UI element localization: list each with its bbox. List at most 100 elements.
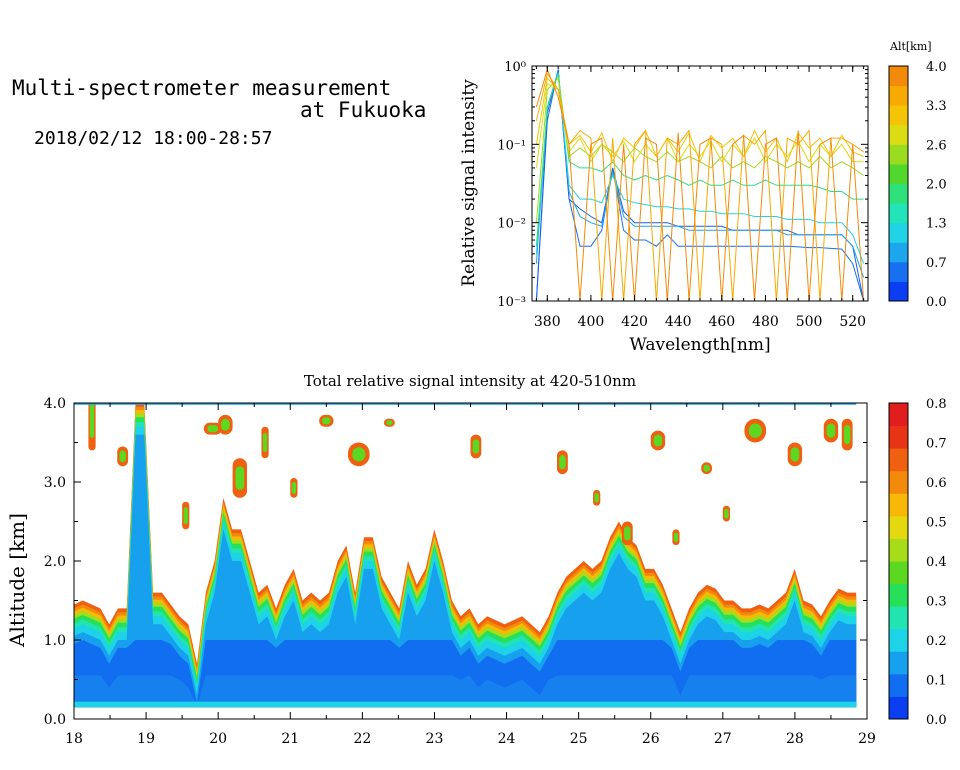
altitude-colorbar-swatch <box>889 124 908 145</box>
intensity-colorbar-label: 0.0 <box>926 713 947 728</box>
intensity-colorbar-label: 0.1 <box>926 674 947 689</box>
altitude-colorbar-swatch <box>889 66 908 87</box>
heatmap-x-tick-label: 22 <box>353 731 371 747</box>
spectrum-series-line-6 <box>535 82 864 168</box>
heatmap-cloud-patch-core-21 <box>673 532 679 543</box>
intensity-colorbar-label: 0.5 <box>926 516 947 531</box>
spectrum-series-line-9 <box>535 68 865 301</box>
heatmap-cloud-patch-core-3 <box>207 425 219 433</box>
measurement-datetime: 2018/02/12 18:00-28:57 <box>34 128 273 149</box>
heatmap-y-tick-label: 0.0 <box>44 712 66 728</box>
heatmap-cloud-patch-core-11 <box>472 439 480 454</box>
heatmap-axes: 18 19 20 21 22 23 24 25 26 27 28 29 0.0 1.0 2.0 3.0 4.0 <box>44 396 876 747</box>
heatmap-cloud-patch-core-0 <box>89 403 95 438</box>
heatmap-cloud-patch-core-22 <box>724 508 729 519</box>
heatmap-cloud-patch-core-6 <box>262 433 268 452</box>
heatmap-y-axis-label: Altitude [km] <box>5 513 29 648</box>
heatmap-cloud-patch-core-10 <box>386 420 393 426</box>
altitude-colorbar-label: 1.3 <box>926 217 947 232</box>
altitude-colorbar-label: 0.0 <box>926 295 947 310</box>
spectrum-series-line-8 <box>535 72 864 301</box>
altitude-colorbar-swatch <box>889 144 908 165</box>
heatmap-y-tick-label: 1.0 <box>44 633 66 649</box>
altitude-colorbar-label: 2.0 <box>926 178 947 193</box>
intensity-colorbar-swatch <box>889 425 908 449</box>
spectrum-series-line-7 <box>535 77 864 164</box>
spectrum-x-tick-label: 400 <box>578 314 605 330</box>
heatmap-y-tick-label: 2.0 <box>44 554 66 570</box>
heatmap-panel: Total relative signal intensity at 420-5… <box>5 372 947 747</box>
altitude-colorbar-label: 0.7 <box>926 256 947 271</box>
intensity-colorbar-swatch <box>889 515 908 539</box>
intensity-colorbar-swatch <box>889 493 908 517</box>
intensity-colorbar-label: 0.7 <box>926 437 947 452</box>
altitude-colorbar-swatch <box>889 222 908 243</box>
intensity-colorbar-swatch <box>889 583 908 607</box>
spectrum-x-axis-label: Wavelength[nm] <box>629 335 770 355</box>
intensity-colorbar-swatch <box>889 651 908 675</box>
altitude-colorbar-swatch <box>889 242 908 263</box>
spectrum-x-tick-label: 520 <box>839 314 866 330</box>
spectrum-lines <box>535 68 865 301</box>
spectrum-panel: 380 400 420 440 460 480 500 52010⁻³10⁻²10⁻¹10⁰ … <box>459 40 947 355</box>
intensity-colorbar-label: 0.6 <box>926 476 947 491</box>
altitude-colorbar-swatch <box>889 105 908 126</box>
heatmap-cloud-patch-core-16 <box>703 464 710 472</box>
heatmap-cloud-patch-core-2 <box>183 507 188 524</box>
heatmap-cloud-patch-core-9 <box>352 447 366 462</box>
intensity-colorbar-swatch <box>889 606 908 630</box>
heatmap-cloud-patch-core-1 <box>119 450 126 463</box>
intensity-colorbar-label: 0.8 <box>926 397 947 412</box>
heatmap-core-band <box>74 675 857 708</box>
heatmap-cloud-patch-core-8 <box>321 417 331 425</box>
spectrum-x-tick-label: 460 <box>708 314 735 330</box>
intensity-colorbar-frame <box>888 402 909 720</box>
spectrum-series-line-0 <box>535 69 865 301</box>
altitude-colorbar-title: Alt[km] <box>889 40 932 53</box>
altitude-colorbar-label: 3.3 <box>926 99 947 114</box>
heatmap-x-tick-label: 24 <box>498 731 516 747</box>
intensity-colorbar-swatch <box>889 628 908 652</box>
spectrum-x-tick-label: 500 <box>796 314 823 330</box>
heatmap-x-tick-label: 26 <box>642 731 660 747</box>
altitude-colorbar-swatch <box>889 203 908 224</box>
spectrum-y-tick-label: 10⁻¹ <box>497 138 526 153</box>
heatmap-title: Total relative signal intensity at 420-5… <box>304 372 636 390</box>
title-line-2: at Fukuoka <box>300 98 427 122</box>
spectrum-x-tick-label: 480 <box>752 314 779 330</box>
intensity-colorbar: 0.0 0.1 0.2 0.3 0.4 0.5 0.6 0.7 0.8 <box>888 397 947 728</box>
heatmap-cloud-patch-core-5 <box>235 466 245 490</box>
heatmap-x-tick-label: 25 <box>570 731 588 747</box>
heatmap-x-tick-label: 28 <box>786 731 804 747</box>
heatmap-cloud-patch-core-17 <box>748 423 762 438</box>
spectrum-x-tick-label: 440 <box>665 314 692 330</box>
altitude-colorbar-label: 2.6 <box>926 138 947 153</box>
heatmap-cloud-patch-core-7 <box>291 482 297 494</box>
altitude-colorbar: 0.0 0.7 1.3 2.0 2.6 3.3 4.0 <box>888 60 947 310</box>
heatmap-cloud-patch-core-19 <box>826 423 836 438</box>
intensity-colorbar-label: 0.4 <box>926 555 947 570</box>
heatmap-x-tick-label: 18 <box>65 731 83 747</box>
title-line-1: Multi-spectrometer measurement <box>12 76 392 100</box>
spectrum-series-line-2 <box>535 71 865 278</box>
heatmap-cloud-patch-core-15 <box>653 434 663 447</box>
spectrum-axes: 380 400 420 440 460 480 500 520 10⁻³ 10⁻² 10⁻¹ 10⁰ <box>497 60 868 330</box>
heatmap-surface-strip <box>74 701 857 708</box>
heatmap-y-tick-label: 3.0 <box>44 475 66 491</box>
heatmap-cloud-patch-core-4 <box>221 418 230 431</box>
altitude-colorbar-swatch <box>889 183 908 204</box>
spectrum-y-axis-label: Relative signal intensity <box>459 79 479 287</box>
altitude-colorbar-frame <box>888 65 909 302</box>
intensity-colorbar-swatch <box>889 470 908 494</box>
spectrum-y-tick-label: 10⁰ <box>504 60 526 75</box>
altitude-colorbar-swatch <box>889 85 908 106</box>
intensity-colorbar-swatch <box>889 673 908 697</box>
heatmap-x-tick-label: 20 <box>209 731 227 747</box>
spectrum-x-tick-label: 380 <box>534 314 561 330</box>
heatmap-cloud-patch-core-12 <box>559 455 566 470</box>
altitude-colorbar-label: 4.0 <box>926 60 947 75</box>
heatmap-x-tick-label: 19 <box>137 731 155 747</box>
altitude-colorbar-swatch <box>889 261 908 282</box>
heatmap-cloud-patch-core-13 <box>594 493 599 503</box>
intensity-colorbar-swatch <box>889 448 908 472</box>
